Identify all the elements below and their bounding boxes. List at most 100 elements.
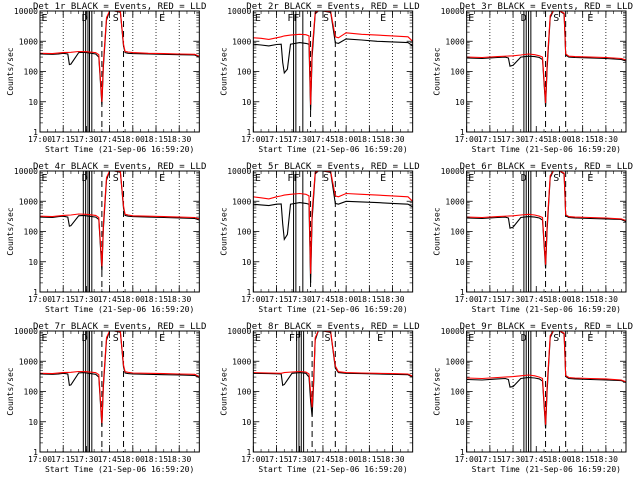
y-tick-label: 100 — [24, 68, 39, 77]
lld-series-line — [466, 171, 626, 265]
y-tick-label: 10 — [455, 258, 465, 267]
x-tick-label: 18:15 — [357, 135, 381, 144]
y-tick-label: 100 — [450, 68, 465, 77]
x-tick-label: 17:45 — [311, 295, 335, 304]
x-tick-label: 18:30 — [381, 135, 405, 144]
state-marker: S — [323, 173, 329, 184]
x-tick-label: 17:00 — [455, 135, 479, 144]
x-tick-label: 18:15 — [571, 295, 595, 304]
x-tick-label: 18:15 — [144, 295, 168, 304]
x-tick-label: 18:00 — [121, 455, 145, 464]
plot-frame — [39, 170, 200, 293]
y-tick-label: 100 — [450, 388, 465, 397]
x-tick-label: 17:15 — [264, 295, 288, 304]
x-tick-label: 17:45 — [524, 455, 548, 464]
y-axis-label: Counts/sec — [433, 47, 442, 95]
lld-series-line — [466, 331, 626, 425]
x-tick-label: 18:00 — [121, 135, 145, 144]
panel-det-4: 1 10 100 1000 10000 17:00 17:15 17:30 17:45 18:00… — [6, 162, 206, 314]
x-tick-label: 18:30 — [381, 295, 405, 304]
state-marker: E — [255, 173, 261, 184]
state-marker: E — [255, 333, 261, 344]
state-marker: D — [82, 13, 88, 24]
panel-title: Det 2r BLACK = Events, RED = LLD — [246, 2, 419, 12]
panel-det-3: 1 10 100 1000 10000 17:00 17:15 17:30 17:45 18:00… — [433, 2, 633, 154]
y-tick-label: 10 — [28, 418, 38, 427]
panel-title: Det 9r BLACK = Events, RED = LLD — [460, 322, 633, 332]
y-tick-label: 1 — [247, 448, 252, 457]
x-tick-label: 17:30 — [501, 295, 525, 304]
y-tick-label: 10000 — [441, 327, 465, 336]
x-tick-label: 18:00 — [334, 295, 358, 304]
y-tick-label: 1 — [33, 448, 38, 457]
x-tick-label: 18:30 — [167, 295, 191, 304]
x-tick-label: 17:00 — [455, 295, 479, 304]
x-tick-label: 17:45 — [98, 295, 122, 304]
series-group — [466, 11, 626, 107]
y-tick-label: 1000 — [232, 37, 251, 46]
x-tick-label: 17:30 — [74, 135, 98, 144]
events-series-line — [40, 171, 200, 271]
lld-series-line — [40, 11, 200, 102]
state-marker: D — [521, 13, 527, 24]
state-marker: S — [553, 173, 559, 184]
x-tick-label: 18:15 — [571, 135, 595, 144]
panel-title: Det 4r BLACK = Events, RED = LLD — [33, 162, 206, 172]
x-axis-label: Start Time (21-Sep-06 16:59:20) — [45, 465, 194, 474]
x-tick-label: 18:00 — [334, 455, 358, 464]
x-axis-label: Start Time (21-Sep-06 16:59:20) — [258, 465, 407, 474]
y-axis-label: Counts/sec — [6, 207, 15, 255]
lld-series-line — [40, 171, 200, 267]
state-marker: E — [380, 13, 386, 24]
panel-det-2: 1 10 100 1000 10000 17:00 17:15 17:30 17:45 18:00… — [219, 2, 419, 154]
y-tick-label: 10000 — [227, 167, 251, 176]
x-tick-label: 17:00 — [241, 455, 265, 464]
x-tick-label: 17:15 — [478, 135, 502, 144]
y-axis-label: Counts/sec — [219, 207, 228, 255]
y-axis-label: Counts/sec — [219, 47, 228, 95]
x-tick-label: 17:45 — [311, 135, 335, 144]
y-tick-label: 10 — [455, 98, 465, 107]
lld-series-line — [253, 11, 413, 105]
x-tick-label: 18:15 — [357, 455, 381, 464]
x-tick-label: 17:30 — [288, 295, 312, 304]
panel-det-5: 1 10 100 1000 10000 17:00 17:15 17:30 17:45 18:00… — [219, 162, 419, 314]
x-tick-label: 17:30 — [501, 135, 525, 144]
lld-series-line — [40, 331, 200, 424]
y-tick-label: 1000 — [445, 357, 464, 366]
y-tick-label: 1 — [460, 288, 465, 297]
panel-det-7: 1 10 100 1000 10000 17:00 17:15 17:30 17:45 18:00… — [6, 322, 206, 474]
state-marker: E — [159, 173, 165, 184]
panel-title: Det 3r BLACK = Events, RED = LLD — [460, 2, 633, 12]
state-marker: S — [113, 13, 119, 24]
x-tick-label: 17:30 — [74, 295, 98, 304]
state-marker: E — [159, 13, 165, 24]
events-series-line — [40, 11, 200, 105]
y-tick-label: 10 — [28, 98, 38, 107]
y-tick-label: 100 — [237, 68, 252, 77]
y-tick-label: 10 — [242, 98, 252, 107]
x-tick-label: 18:30 — [167, 455, 191, 464]
y-tick-label: 10000 — [14, 7, 38, 16]
panel-det-9: 1 10 100 1000 10000 17:00 17:15 17:30 17:45 18:00… — [433, 322, 633, 474]
x-tick-label: 17:30 — [74, 455, 98, 464]
x-tick-label: 18:00 — [121, 295, 145, 304]
y-tick-label: 10000 — [227, 7, 251, 16]
state-marker: S — [113, 173, 119, 184]
state-marker: D — [521, 333, 527, 344]
x-tick-label: 17:45 — [524, 135, 548, 144]
lld-series-line — [253, 331, 413, 408]
x-axis-label: Start Time (21-Sep-06 16:59:20) — [45, 305, 194, 314]
y-tick-label: 1 — [33, 128, 38, 137]
x-tick-label: 18:00 — [547, 135, 571, 144]
plot-frame — [39, 330, 200, 453]
x-tick-label: 17:15 — [264, 135, 288, 144]
x-tick-label: 18:15 — [571, 455, 595, 464]
state-marker: D — [521, 173, 527, 184]
x-axis-label: Start Time (21-Sep-06 16:59:20) — [258, 145, 407, 154]
panel-title: Det 1r BLACK = Events, RED = LLD — [33, 2, 206, 12]
lld-series-line — [253, 171, 413, 274]
panel-title: Det 5r BLACK = Events, RED = LLD — [246, 162, 419, 172]
y-tick-label: 10 — [28, 258, 38, 267]
